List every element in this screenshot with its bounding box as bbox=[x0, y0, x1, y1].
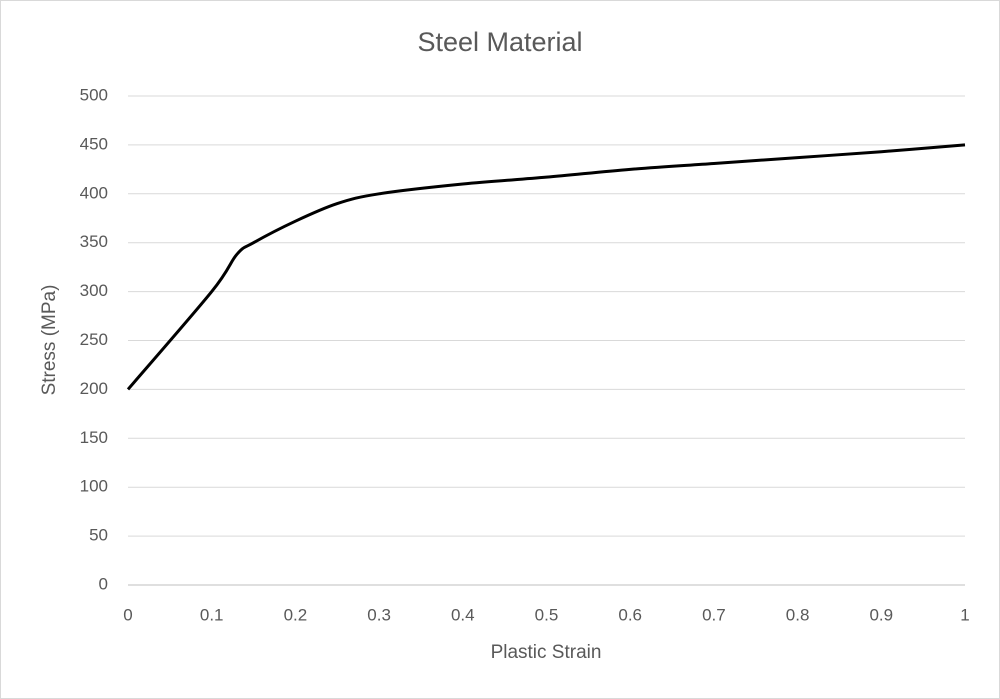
x-tick-label: 1 bbox=[960, 605, 969, 624]
x-tick-label: 0 bbox=[123, 605, 132, 624]
x-tick-label: 0.1 bbox=[200, 605, 224, 624]
y-tick-label: 50 bbox=[89, 526, 108, 545]
x-tick-label: 0.4 bbox=[451, 605, 475, 624]
x-axis-label: Plastic Strain bbox=[491, 642, 602, 663]
x-tick-label: 0.8 bbox=[786, 605, 810, 624]
y-tick-label: 100 bbox=[80, 477, 108, 496]
y-axis-label: Stress (MPa) bbox=[39, 285, 60, 396]
y-tick-label: 0 bbox=[99, 574, 108, 593]
x-tick-label: 0.3 bbox=[367, 605, 391, 624]
y-tick-label: 350 bbox=[80, 232, 108, 251]
y-tick-label: 150 bbox=[80, 428, 108, 447]
y-tick-label: 400 bbox=[80, 183, 108, 202]
y-tick-label: 200 bbox=[80, 379, 108, 398]
y-tick-label: 250 bbox=[80, 330, 108, 349]
chart-title: Steel Material bbox=[417, 27, 582, 57]
x-tick-label: 0.7 bbox=[702, 605, 726, 624]
x-tick-label: 0.6 bbox=[618, 605, 642, 624]
x-tick-label: 0.5 bbox=[535, 605, 559, 624]
line bbox=[126, 143, 966, 391]
y-tick-label: 300 bbox=[80, 281, 108, 300]
x-tick-label: 0.9 bbox=[869, 605, 893, 624]
y-tick-label: 450 bbox=[80, 134, 108, 153]
y-tick-label: 500 bbox=[80, 85, 108, 104]
x-tick-label: 0.2 bbox=[284, 605, 308, 624]
